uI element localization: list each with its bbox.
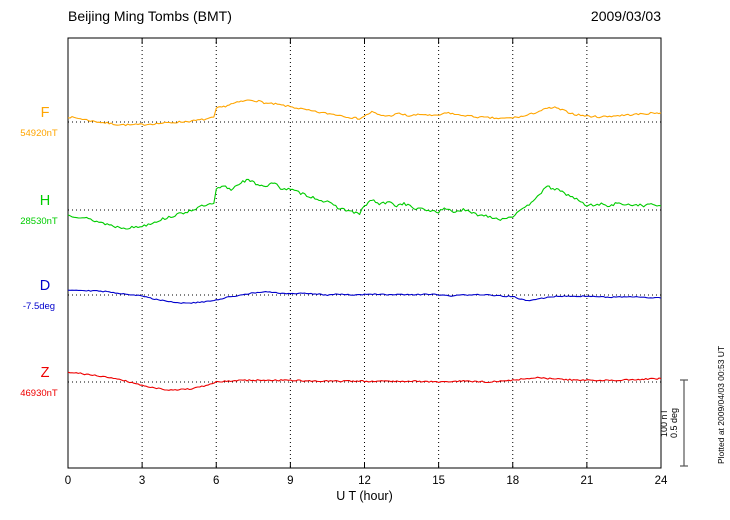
channel-baseline-value-D: -7.5deg: [23, 301, 55, 312]
x-tick-label: 9: [287, 475, 293, 487]
trace-D: [67, 289, 662, 304]
trace-Z: [67, 371, 662, 391]
x-tick-label: 18: [506, 475, 519, 487]
x-tick-label: 3: [139, 475, 145, 487]
x-tick-label: 24: [655, 475, 668, 487]
x-tick-label: 21: [580, 475, 593, 487]
channel-baseline-value-F: 54920nT: [20, 128, 58, 139]
trace-H: [67, 178, 662, 230]
scale-label-1: 0.5 deg: [669, 408, 679, 438]
channel-label-H: H: [40, 193, 50, 209]
scale-label-0: 100 nT: [659, 408, 669, 437]
x-tick-label: 12: [358, 475, 371, 487]
channel-label-Z: Z: [41, 365, 50, 381]
plotted-at-note: Plotted at 2009/04/03 00:53 UT: [716, 346, 726, 464]
plot-date: 2009/03/03: [590, 8, 661, 24]
channel-label-D: D: [40, 278, 50, 294]
channel-label-F: F: [41, 105, 50, 121]
channel-baseline-value-H: 28530nT: [20, 216, 58, 227]
channel-baseline-value-Z: 46930nT: [20, 388, 58, 399]
x-tick-label: 15: [432, 475, 445, 487]
x-tick-label: 0: [65, 475, 71, 487]
x-axis-label: U T (hour): [336, 489, 393, 503]
trace-F: [67, 99, 662, 127]
plot-title: Beijing Ming Tombs (BMT): [68, 8, 232, 24]
x-tick-label: 6: [213, 475, 219, 487]
